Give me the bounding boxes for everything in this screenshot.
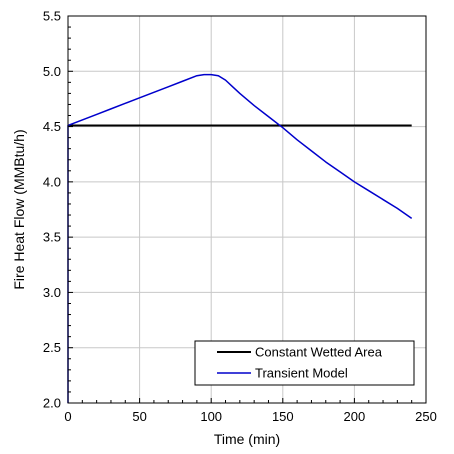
x-tick-label: 150 <box>272 409 294 424</box>
y-tick-label: 2.0 <box>43 396 61 411</box>
y-tick-label: 5.5 <box>43 9 61 24</box>
x-tick-label: 100 <box>200 409 222 424</box>
x-tick-labels: 0 50 100 150 200 250 <box>64 409 436 424</box>
x-tick-label: 200 <box>344 409 366 424</box>
x-axis-title: Time (min) <box>214 431 280 447</box>
y-tick-label: 5.0 <box>43 64 61 79</box>
series-lines <box>67 73 413 403</box>
x-tick-label: 0 <box>64 409 71 424</box>
legend-label: Constant Wetted Area <box>255 345 383 360</box>
plot-area-frame <box>67 15 427 404</box>
legend-box <box>194 340 415 386</box>
grid-lines <box>68 16 426 403</box>
legend: Constant Wetted Area Transient Model <box>194 340 415 386</box>
series-line-2 <box>67 73 413 403</box>
x-tick-label: 250 <box>415 409 437 424</box>
y-tick-labels: 2.0 2.5 3.0 3.5 4.0 4.5 5.0 5.5 <box>43 9 61 411</box>
y-axis-title: Fire Heat Flow (MMBtu/h) <box>11 129 27 289</box>
y-tick-label: 3.5 <box>43 230 61 245</box>
y-tick-label: 4.0 <box>43 174 61 189</box>
y-tick-label: 4.5 <box>43 119 61 134</box>
x-tick-label: 50 <box>132 409 146 424</box>
y-tick-label: 2.5 <box>43 340 61 355</box>
axis-ticks <box>67 15 427 404</box>
legend-label: Transient Model <box>255 366 348 381</box>
y-tick-label: 3.0 <box>43 285 61 300</box>
